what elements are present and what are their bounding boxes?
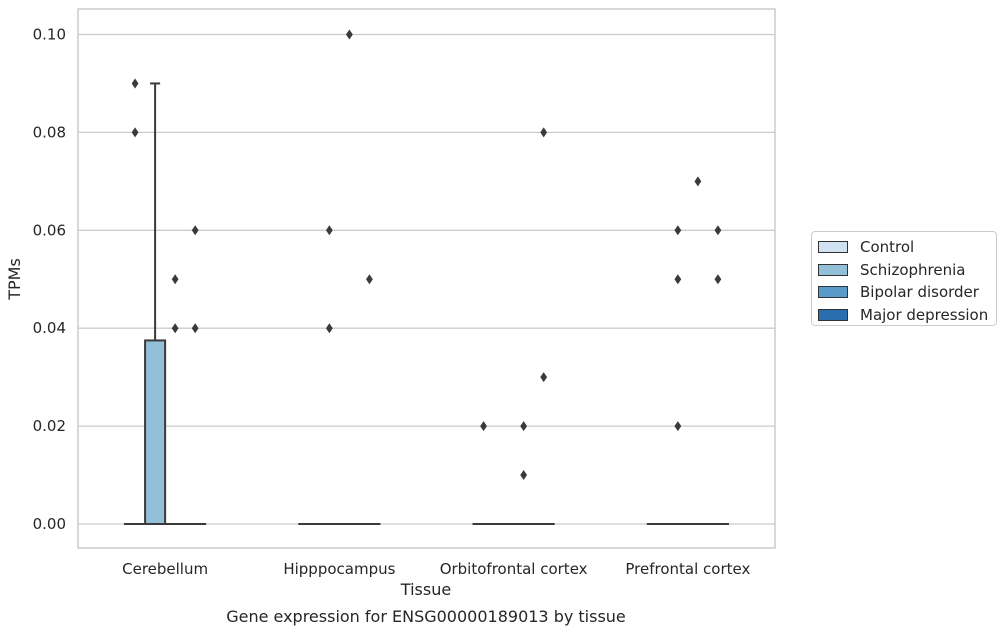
y-tick-label: 0.04 xyxy=(33,319,66,337)
box-schizophrenia xyxy=(144,82,167,525)
x-tick-label: Hipppocampus xyxy=(283,560,395,578)
outlier-marker xyxy=(540,372,548,383)
outlier-marker xyxy=(171,274,179,285)
outlier-marker xyxy=(171,323,179,334)
y-tick-label: 0.08 xyxy=(33,123,66,141)
outlier-marker xyxy=(480,421,487,432)
legend-label: Control xyxy=(860,238,915,257)
outlier-marker xyxy=(366,274,373,285)
x-axis-title: Tissue xyxy=(400,580,451,599)
x-tick-label: Orbitofrontal cortex xyxy=(440,560,588,578)
x-tick-label: Prefrontal cortex xyxy=(625,560,750,578)
legend-item: Major depression xyxy=(818,304,990,327)
outlier-marker xyxy=(540,127,548,138)
outlier-marker xyxy=(520,421,528,432)
box-body xyxy=(144,339,167,525)
legend-label: Bipolar disorder xyxy=(860,283,979,302)
legend-swatch xyxy=(818,241,848,254)
y-axis-title: TPMs xyxy=(5,258,24,301)
legend-item: Schizophrenia xyxy=(818,259,990,282)
outlier-marker xyxy=(325,323,333,334)
x-tick-labels: Cerebellum Hipppocampus Orbitofrontal cort… xyxy=(122,560,750,578)
outlier-marker xyxy=(714,274,722,285)
legend-swatch xyxy=(818,308,848,321)
y-tick-label: 0.00 xyxy=(33,515,66,533)
chart-caption: Gene expression for ENSG00000189013 by t… xyxy=(226,607,626,626)
x-tick-label: Cerebellum xyxy=(122,560,208,578)
legend-label: Schizophrenia xyxy=(860,260,966,279)
y-tick-labels: 0.00 0.02 0.04 0.06 0.08 0.10 xyxy=(33,26,66,534)
legend-item: Control xyxy=(818,236,990,259)
boxes xyxy=(124,82,729,526)
outlier-marker xyxy=(714,225,722,236)
outlier-marker xyxy=(674,225,682,236)
outlier-marker xyxy=(345,29,353,40)
y-tick-label: 0.02 xyxy=(33,417,66,435)
outlier-marker xyxy=(325,225,333,236)
outlier-marker xyxy=(191,323,199,334)
plot-area xyxy=(77,8,776,549)
outlier-marker xyxy=(694,176,702,187)
outlier-marker xyxy=(131,127,139,138)
y-tick-label: 0.10 xyxy=(33,26,66,44)
legend: Control Schizophrenia Bipolar disorder Majo… xyxy=(811,231,997,326)
y-tick-label: 0.06 xyxy=(33,221,66,239)
outlier-marker xyxy=(520,470,528,481)
legend-label: Major depression xyxy=(860,305,989,324)
outlier-marker xyxy=(131,78,139,89)
legend-swatch xyxy=(818,286,848,299)
outliers xyxy=(131,29,722,481)
outlier-marker xyxy=(674,274,682,285)
outlier-marker xyxy=(674,421,682,432)
legend-swatch xyxy=(818,263,848,276)
legend-item: Bipolar disorder xyxy=(818,281,990,304)
outlier-marker xyxy=(191,225,199,236)
